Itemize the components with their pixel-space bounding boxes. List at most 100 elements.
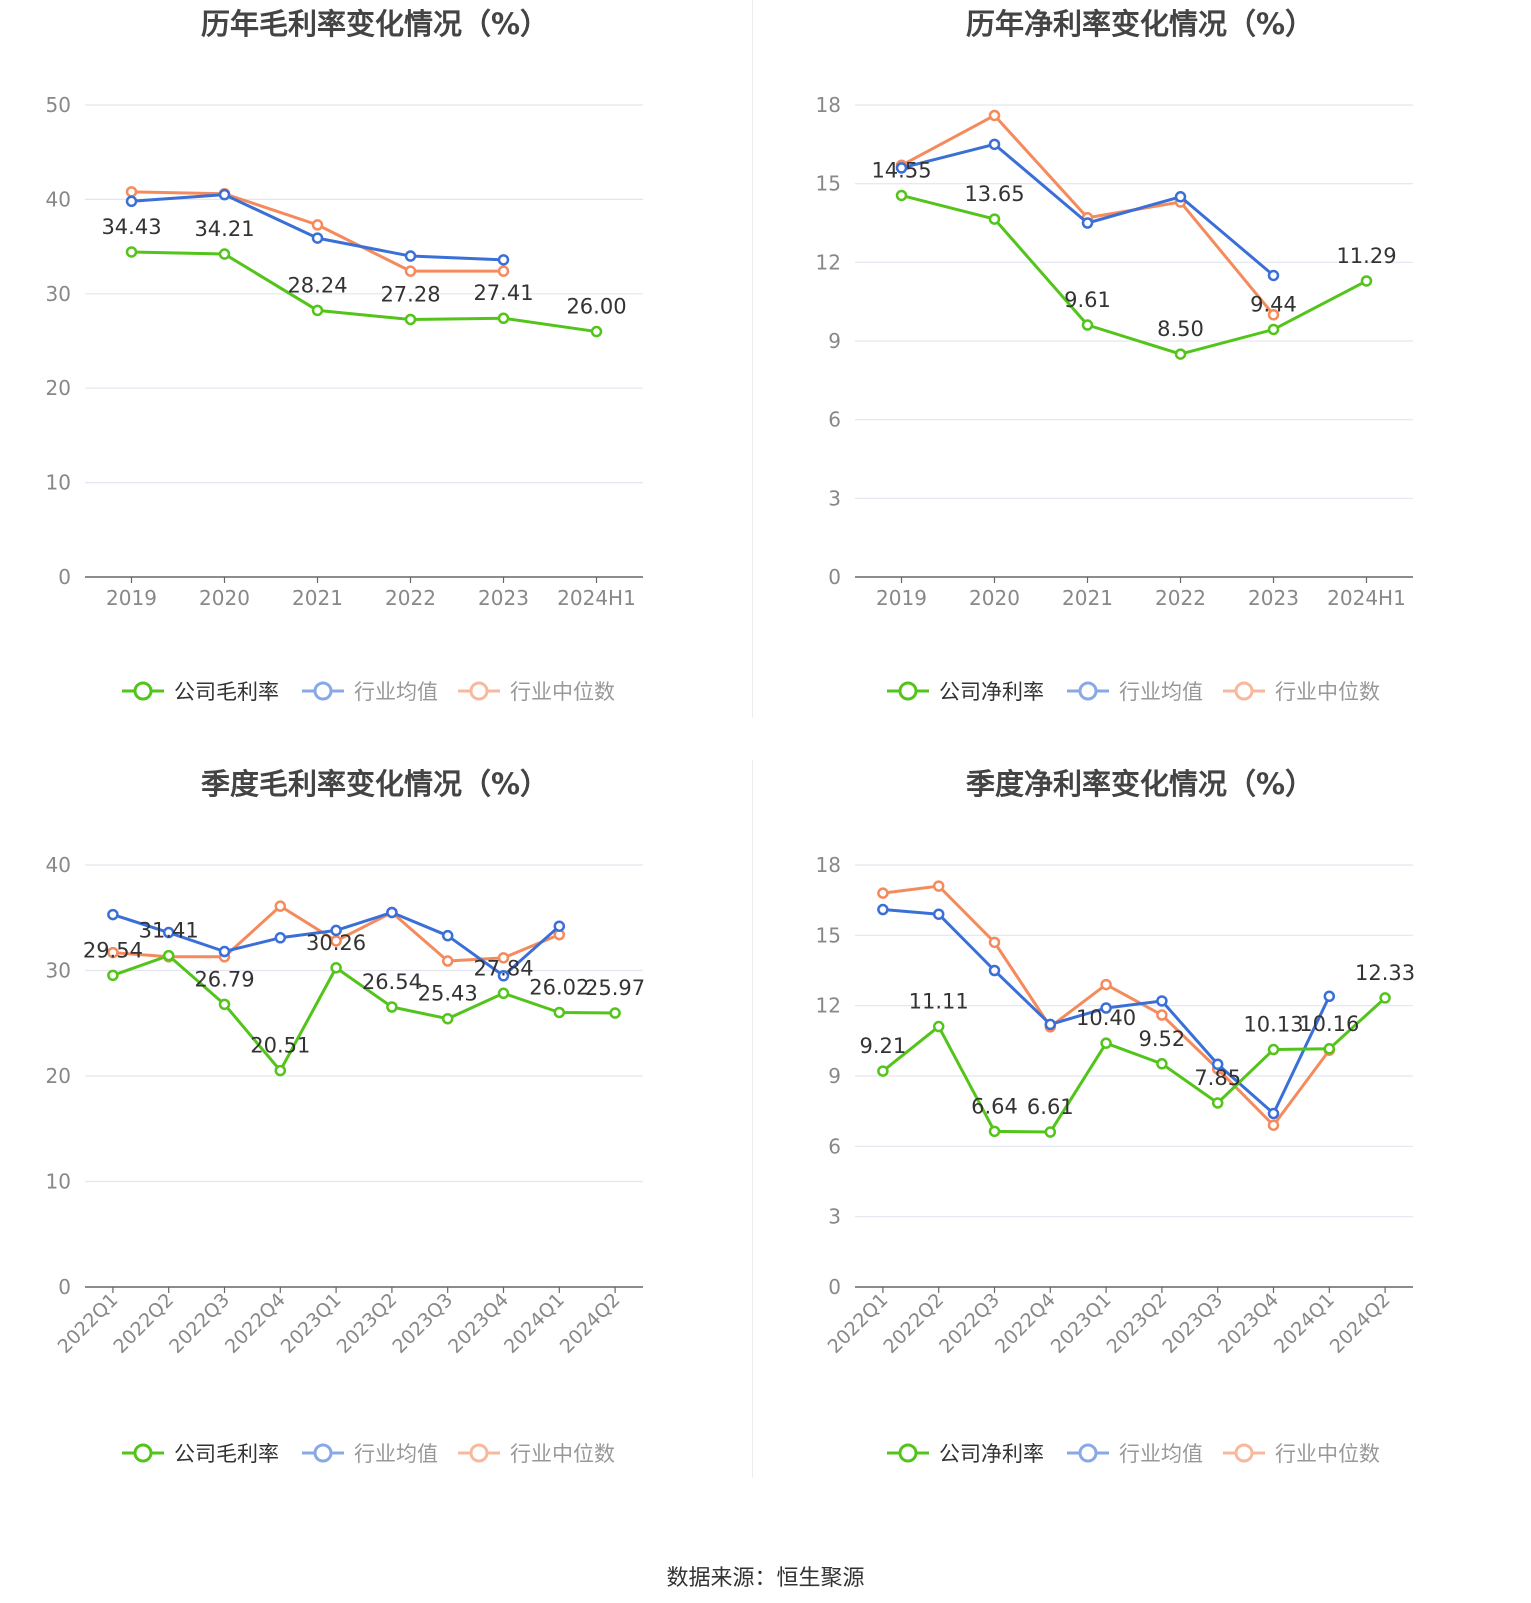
x-tick-label: 2024H1 [557, 586, 636, 610]
y-tick-label: 30 [46, 959, 71, 983]
series-point-avg [162, 926, 175, 939]
series-point-median [497, 265, 510, 277]
series-point-company [609, 1007, 621, 1019]
series-point-avg [125, 195, 138, 208]
y-tick-label: 9 [828, 1064, 841, 1088]
legend-item: 公司毛利率 [122, 680, 279, 704]
series-point-company [125, 246, 138, 258]
series-point-median [404, 265, 417, 277]
data-label: 11.11 [909, 990, 969, 1014]
legend-label: 行业中位数 [1275, 680, 1380, 704]
y-tick-label: 0 [828, 565, 841, 589]
series-point-company [877, 1065, 889, 1077]
series-point-avg [895, 162, 908, 174]
x-tick-label: 2023Q1 [277, 1289, 346, 1358]
data-label: 25.97 [585, 976, 645, 1000]
series-point-avg [1174, 191, 1187, 203]
series-point-avg [404, 250, 417, 262]
series-point-median [988, 936, 1001, 949]
x-tick-label: 2023Q2 [1103, 1289, 1172, 1358]
vertical-divider-bottom [752, 760, 753, 1478]
series-line-company [112, 954, 616, 1073]
y-tick-label: 6 [828, 408, 841, 432]
series-point-company [988, 1125, 1001, 1138]
data-label: 9.52 [1139, 1027, 1186, 1051]
series-point-avg [1211, 1058, 1224, 1071]
data-label: 10.13 [1243, 1013, 1303, 1037]
legend-marker [898, 1443, 918, 1463]
legend-item: 公司毛利率 [122, 1442, 279, 1466]
data-label: 26.54 [362, 970, 422, 994]
legend-label: 行业均值 [354, 1442, 438, 1466]
x-tick-label: 2022Q2 [109, 1289, 178, 1358]
chart-title: 历年毛利率变化情况（%） [201, 7, 549, 41]
series-point-company [553, 1006, 566, 1019]
y-tick-label: 0 [58, 565, 71, 589]
data-label: 28.24 [287, 273, 347, 297]
series-point-company [1267, 323, 1280, 336]
y-tick-label: 15 [816, 923, 841, 947]
legend-marker [133, 681, 153, 701]
data-label: 26.79 [194, 967, 254, 991]
x-tick-label: 2021 [292, 586, 343, 610]
series-point-avg [274, 932, 287, 944]
series-point-company [107, 969, 119, 982]
y-tick-label: 3 [828, 1205, 841, 1229]
y-tick-label: 50 [46, 93, 71, 117]
series-point-company [274, 1064, 287, 1077]
series-point-company [1081, 319, 1094, 331]
y-tick-label: 40 [46, 853, 71, 877]
legend-item: 行业中位数 [458, 1442, 615, 1466]
data-label: 31.41 [139, 919, 199, 943]
chart-panel-3: 季度毛利率变化情况（%）0102030402022Q12022Q22022Q32… [46, 767, 646, 1466]
legend-marker [1078, 1443, 1098, 1463]
series-point-company [1379, 992, 1391, 1004]
series-point-company [441, 1012, 454, 1025]
series-point-company [1100, 1037, 1112, 1049]
series-point-avg [330, 924, 342, 937]
legend-marker [1078, 681, 1098, 701]
series-point-company [218, 998, 231, 1011]
x-tick-label: 2022Q2 [879, 1289, 948, 1358]
y-tick-label: 0 [828, 1275, 841, 1299]
x-tick-label: 2023Q4 [1214, 1289, 1283, 1358]
series-point-median [311, 219, 324, 231]
x-tick-label: 2024H1 [1327, 586, 1406, 610]
legend-item: 公司净利率 [887, 680, 1044, 704]
x-tick-label: 2023Q3 [1158, 1289, 1227, 1358]
series-point-avg [311, 232, 324, 244]
series-point-company [1044, 1126, 1057, 1138]
legend-marker [898, 681, 918, 701]
legend-item: 行业均值 [1067, 680, 1203, 704]
series-point-median [497, 952, 510, 964]
legend-marker [1234, 681, 1254, 701]
data-label: 6.61 [1027, 1095, 1074, 1119]
y-tick-label: 30 [46, 282, 71, 306]
series-point-company [1156, 1058, 1168, 1070]
data-label: 13.65 [964, 182, 1024, 206]
y-tick-label: 0 [58, 1275, 71, 1299]
chart-panel-1: 历年毛利率变化情况（%） 0 10 20 30 40 50 2019 2020 2021 2022 2… [46, 7, 643, 704]
legend-item: 公司净利率 [887, 1442, 1044, 1466]
x-tick-label: 2022Q1 [824, 1289, 893, 1358]
series-point-avg [1267, 269, 1280, 282]
legend-label: 行业均值 [354, 680, 438, 704]
data-label: 7.85 [1194, 1066, 1241, 1090]
series-point-avg [441, 929, 454, 942]
chart-panel-2: 历年净利率变化情况（%） 0 3 6 9 12 15 18 2019 2020 2021 2022 20… [816, 7, 1413, 704]
x-tick-label: 2020 [199, 586, 250, 610]
y-tick-label: 12 [816, 250, 841, 274]
data-label: 8.50 [1157, 317, 1204, 341]
series-point-avg [218, 945, 231, 958]
series-point-median [1156, 1009, 1168, 1021]
series-point-avg [218, 188, 231, 201]
series-line-company [131, 250, 597, 334]
data-label: 9.44 [1250, 292, 1297, 316]
data-label: 27.84 [473, 956, 533, 980]
series-point-avg [988, 964, 1001, 977]
series-point-company [497, 987, 510, 1000]
x-tick-label: 2021 [1062, 586, 1113, 610]
data-label: 30.26 [306, 931, 366, 955]
data-label: 9.61 [1064, 288, 1111, 312]
